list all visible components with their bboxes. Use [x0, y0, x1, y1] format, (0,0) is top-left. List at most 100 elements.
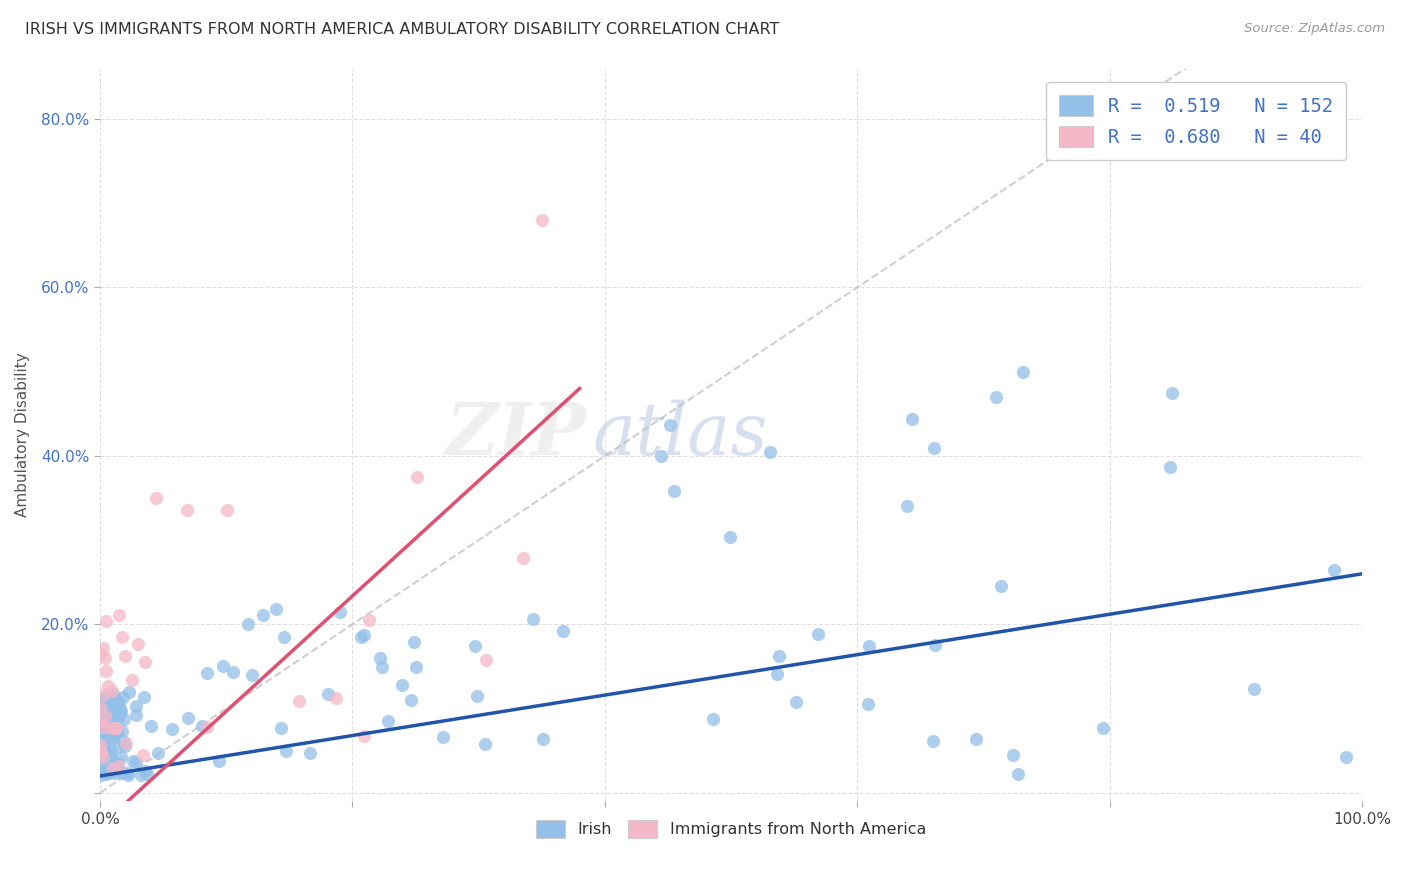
Point — [100, 758, 122, 772]
Point — [98, 731, 121, 746]
Point — [98, 692, 121, 706]
Point — [662, 483, 685, 498]
Point — [96, 755, 118, 769]
Point — [107, 739, 129, 753]
Text: ZIP: ZIP — [446, 400, 586, 470]
Point — [288, 694, 311, 708]
Point — [90, 716, 112, 731]
Point — [110, 701, 132, 715]
Point — [111, 631, 134, 645]
Point — [97, 701, 120, 715]
Point — [125, 755, 148, 769]
Point — [90, 733, 112, 747]
Point — [785, 695, 807, 709]
Point — [97, 679, 120, 693]
Point — [90, 768, 112, 782]
Point — [117, 766, 139, 780]
Point — [316, 687, 339, 701]
Point — [94, 614, 117, 628]
Point — [94, 718, 117, 732]
Point — [98, 748, 121, 763]
Point — [94, 720, 117, 734]
Point — [90, 710, 112, 724]
Point — [105, 714, 128, 728]
Point — [94, 690, 117, 705]
Point — [212, 658, 235, 673]
Point — [91, 749, 114, 764]
Point — [474, 653, 496, 667]
Point — [922, 442, 945, 456]
Point — [94, 650, 117, 665]
Point — [1323, 564, 1346, 578]
Point — [922, 734, 945, 748]
Point — [101, 683, 124, 698]
Point — [474, 737, 496, 751]
Point — [274, 744, 297, 758]
Point — [89, 733, 111, 747]
Point — [465, 690, 488, 704]
Point — [90, 745, 112, 759]
Point — [984, 390, 1007, 404]
Point — [765, 667, 787, 681]
Y-axis label: Ambulatory Disability: Ambulatory Disability — [15, 352, 30, 517]
Point — [464, 639, 486, 653]
Point — [111, 724, 134, 739]
Point — [105, 763, 128, 777]
Point — [117, 685, 139, 699]
Point — [91, 698, 114, 713]
Point — [91, 713, 114, 727]
Point — [98, 739, 121, 753]
Point — [1012, 365, 1035, 379]
Point — [103, 757, 125, 772]
Point — [97, 755, 120, 769]
Point — [103, 722, 125, 736]
Point — [110, 749, 132, 764]
Point — [96, 696, 118, 710]
Point — [406, 470, 429, 484]
Point — [807, 627, 830, 641]
Point — [121, 673, 143, 687]
Point — [353, 729, 375, 743]
Point — [650, 450, 672, 464]
Point — [100, 714, 122, 728]
Point — [98, 705, 121, 719]
Point — [1007, 766, 1029, 780]
Point — [858, 639, 880, 653]
Point — [96, 697, 118, 711]
Point — [94, 733, 117, 747]
Point — [298, 746, 321, 760]
Point — [858, 697, 880, 711]
Point — [93, 699, 115, 714]
Point — [530, 213, 553, 227]
Point — [718, 530, 741, 544]
Point — [432, 731, 454, 745]
Point — [114, 649, 136, 664]
Point — [112, 712, 135, 726]
Point — [399, 692, 422, 706]
Point — [94, 756, 117, 771]
Point — [134, 656, 156, 670]
Point — [98, 696, 121, 710]
Point — [924, 639, 946, 653]
Point — [1336, 750, 1358, 764]
Point — [371, 660, 394, 674]
Text: atlas: atlas — [592, 400, 768, 470]
Point — [89, 699, 111, 714]
Point — [531, 731, 554, 746]
Point — [89, 647, 111, 661]
Point — [107, 724, 129, 739]
Point — [146, 746, 169, 760]
Point — [100, 763, 122, 777]
Point — [512, 550, 534, 565]
Point — [101, 721, 124, 735]
Point — [273, 630, 295, 644]
Point — [264, 602, 287, 616]
Point — [236, 617, 259, 632]
Point — [108, 708, 131, 723]
Point — [136, 767, 159, 781]
Point — [125, 707, 148, 722]
Point — [391, 678, 413, 692]
Point — [89, 765, 111, 780]
Point — [94, 702, 117, 716]
Point — [350, 630, 373, 644]
